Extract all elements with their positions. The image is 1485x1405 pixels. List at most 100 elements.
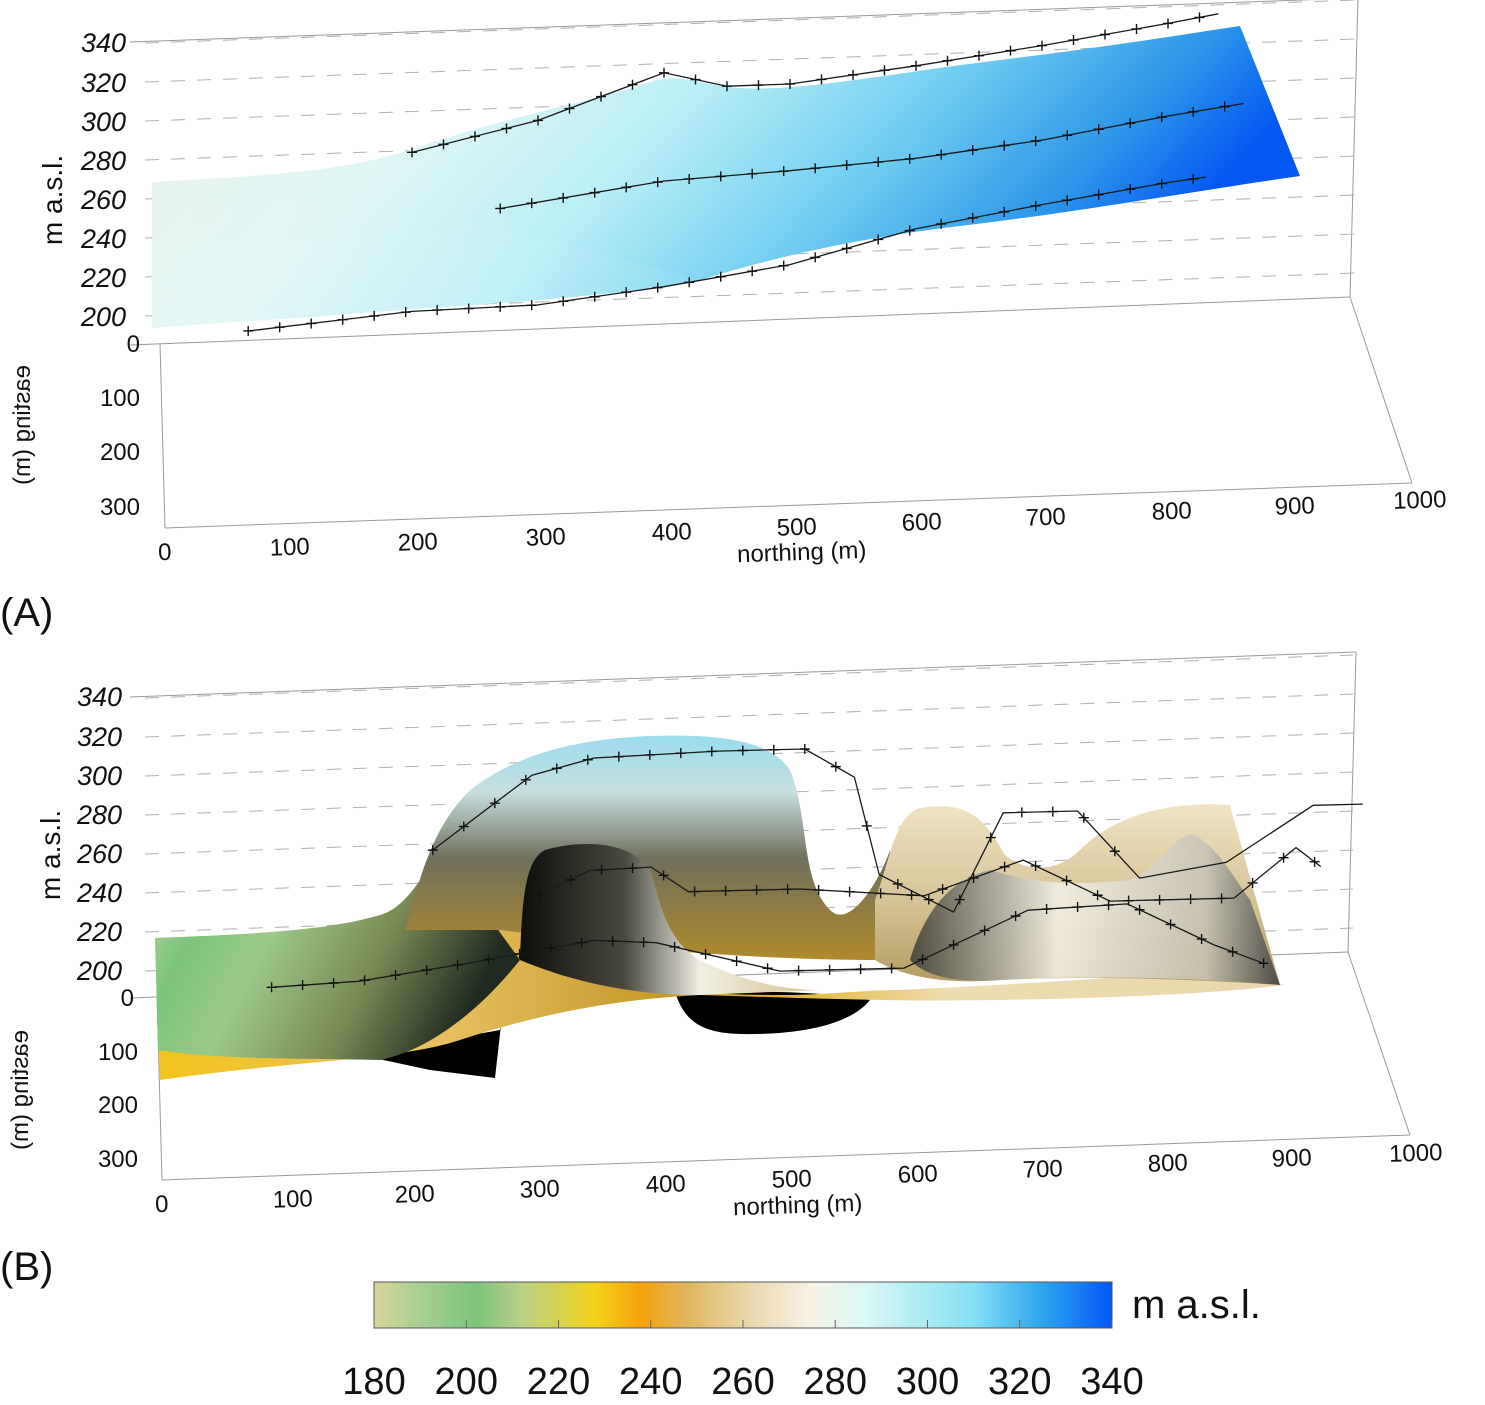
profile-marker [1185, 894, 1196, 905]
profile-marker [917, 954, 928, 965]
profile-marker [1125, 184, 1136, 195]
profile-marker [526, 198, 537, 209]
profile-marker [1227, 946, 1238, 957]
profile-marker [841, 243, 852, 254]
profile-marker [768, 744, 779, 755]
profile-marker [715, 271, 726, 282]
profile-marker [816, 74, 827, 85]
profile-marker [438, 139, 449, 150]
colorbar-tick-label: 280 [804, 1361, 867, 1403]
profile-marker [463, 303, 474, 314]
easting-tick-label: 100 [100, 385, 140, 412]
northing-tick-label: 800 [1147, 1149, 1188, 1177]
profile-marker [483, 954, 494, 965]
profile-marker [886, 963, 897, 974]
profile-marker [778, 166, 789, 177]
profile-marker [954, 894, 965, 905]
profile-marker [979, 925, 990, 936]
profile-marker [1041, 904, 1052, 915]
profile-marker [879, 65, 890, 76]
easting-axis-b: 100 200 300 easting (m) [7, 1030, 138, 1173]
profile-marker [1062, 130, 1073, 141]
profile-marker [638, 937, 649, 948]
northing-tick-label: 100 [272, 1185, 313, 1213]
northing-tick-label: 1000 [1393, 486, 1447, 515]
z-tick-label: 280 [76, 800, 122, 830]
profile-marker [621, 182, 632, 193]
profile-marker [1037, 40, 1047, 51]
profile-marker [533, 115, 543, 126]
profile-line [271, 903, 1264, 988]
profile-marker [427, 845, 438, 856]
profile-marker [1188, 106, 1199, 117]
profile-marker [458, 821, 469, 832]
colorbar-tick-label: 300 [896, 1361, 959, 1403]
colorbar-tick-label: 220 [527, 1361, 590, 1403]
profile-marker [1005, 45, 1016, 56]
profile-marker [844, 886, 855, 897]
northing-tick-label: 900 [1274, 492, 1315, 520]
profile-marker [266, 982, 277, 993]
profile-marker [1030, 136, 1041, 147]
profile-marker [737, 745, 748, 756]
profile-marker [810, 252, 821, 263]
profile-marker [848, 69, 858, 80]
northing-tick-label: 600 [897, 1160, 938, 1188]
northing-axis-title: northing (m) [733, 1190, 863, 1221]
profile-marker [1093, 124, 1104, 135]
profile-marker [297, 980, 308, 991]
profile-line [432, 748, 1363, 913]
z-tick-label: 300 [77, 761, 122, 791]
profile-marker [1194, 12, 1205, 23]
profile-marker [689, 886, 700, 897]
surface-b-middle [520, 844, 820, 995]
z-tick-label: 340 [81, 28, 126, 58]
profile-marker [904, 225, 915, 236]
profile-marker [1030, 860, 1041, 871]
northing-axis-a: 0 100 200 300 400 500 600 700 800 900 10… [158, 486, 1447, 568]
z-tick-label: 240 [76, 878, 122, 908]
profile-marker [1078, 812, 1089, 823]
profile-marker [1163, 18, 1173, 29]
z-tick-label: 280 [80, 146, 126, 176]
profile-marker [974, 50, 984, 61]
profile-marker [589, 187, 600, 198]
easting-tick-label: 0 [127, 331, 140, 358]
profile-marker [923, 894, 934, 905]
easting-tick-label: 200 [98, 1092, 138, 1119]
profile-marker [747, 266, 758, 277]
northing-axis-b: 0 100 200 300 400 500 600 700 800 900 10… [155, 1139, 1443, 1221]
profile-marker [892, 878, 903, 889]
profile-marker [1072, 902, 1083, 913]
profile-marker [644, 749, 655, 760]
profile-marker [841, 160, 852, 171]
profile-marker [621, 287, 632, 298]
profile-marker [937, 884, 948, 895]
shadow-center [676, 991, 870, 1035]
profile-marker [720, 885, 731, 896]
profile-marker [810, 163, 821, 174]
z-tick-label: 260 [80, 185, 126, 215]
profile-marker [432, 305, 443, 316]
profile-marker [762, 963, 773, 974]
profile-line [248, 176, 1206, 332]
northing-tick-label: 500 [776, 513, 817, 541]
profile-marker [421, 965, 432, 976]
northing-tick-label: 0 [158, 539, 172, 566]
z-tick-label: 320 [81, 68, 126, 98]
profile-marker [985, 832, 996, 843]
northing-tick-label: 200 [394, 1180, 435, 1208]
z-axis-title: m a.s.l. [37, 155, 68, 245]
profile-marker [967, 145, 978, 156]
profile-marker [359, 975, 370, 986]
profile-marker [564, 103, 575, 114]
profile-marker [706, 746, 717, 757]
easting-axis-a: 0 100 200 300 easting (m) [9, 331, 140, 521]
z-tick-label: 340 [77, 682, 122, 712]
colorbar: 180 200 220 240 260 280 300 320 340 m a.s.l. [342, 1281, 1261, 1403]
z-tick-label: 260 [76, 839, 122, 869]
northing-tick-label: 400 [645, 1170, 686, 1198]
profile-marker [1165, 919, 1176, 930]
z-tick-label: 200 [80, 302, 126, 332]
profile-marker [1258, 958, 1269, 969]
